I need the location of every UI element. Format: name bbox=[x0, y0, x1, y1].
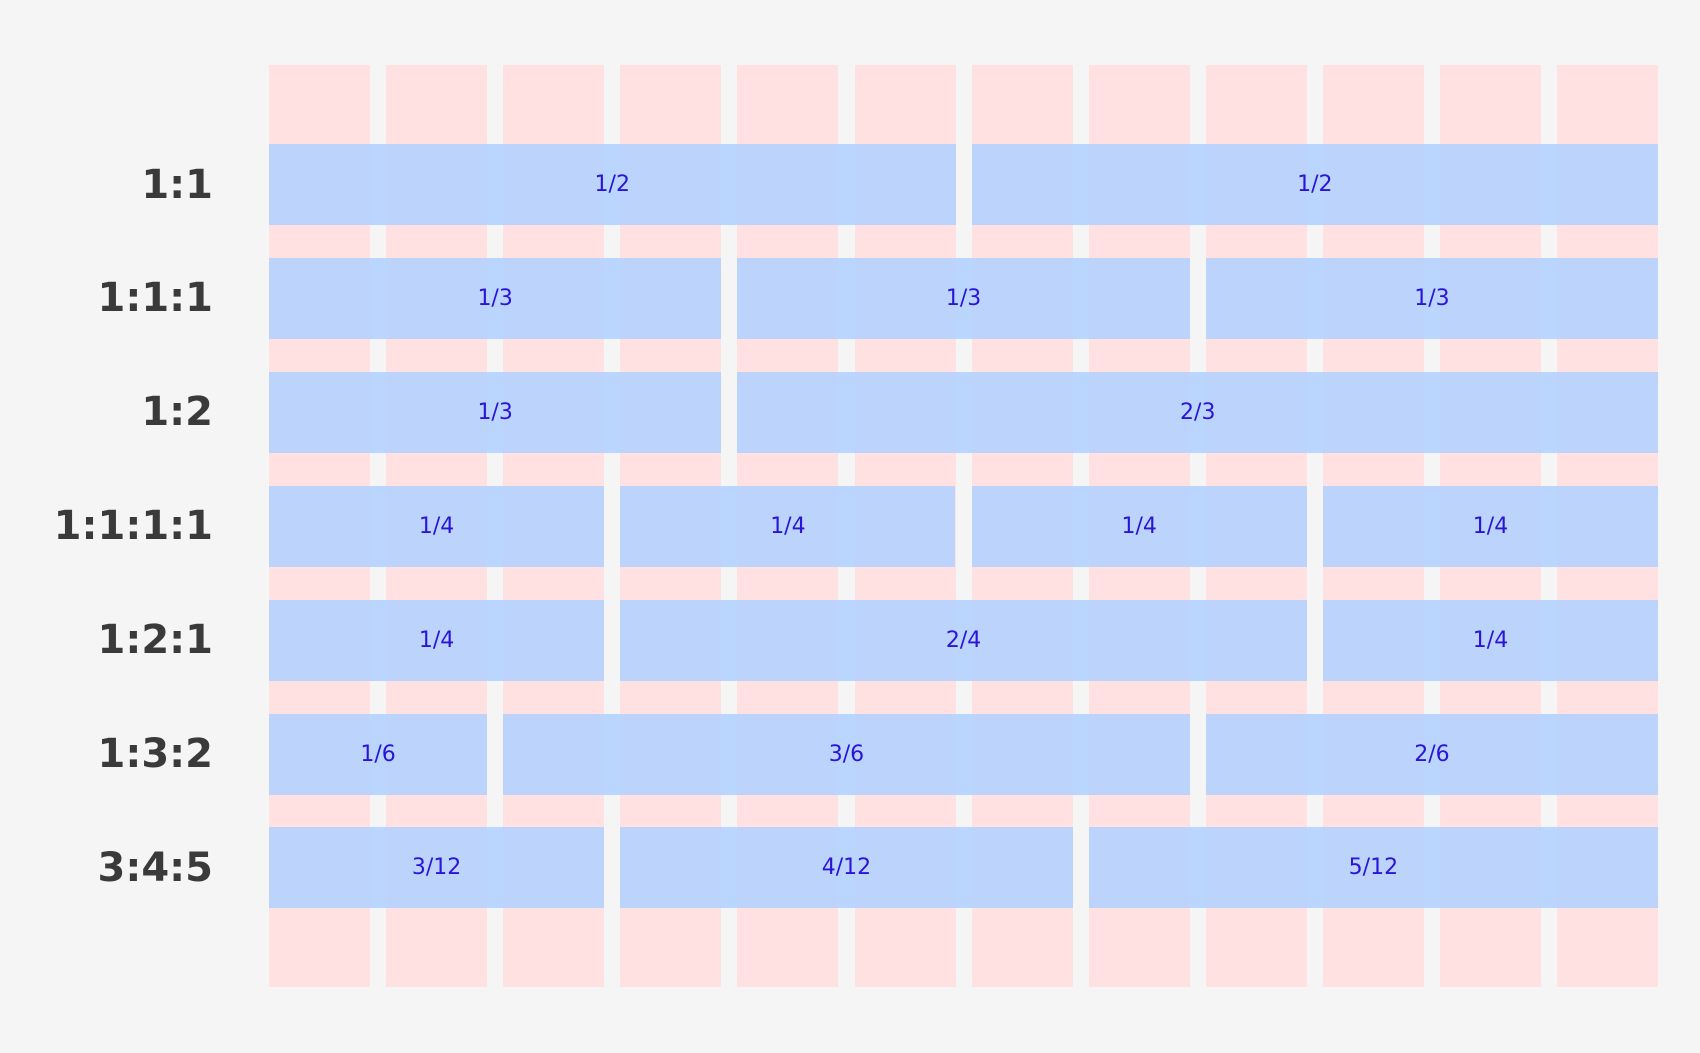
row-label: 1:1:1:1 bbox=[53, 503, 213, 550]
layout-block: 1/4 bbox=[1322, 599, 1659, 681]
row-label: 1:3:2 bbox=[97, 731, 214, 777]
layout-block: 1/3 bbox=[269, 371, 722, 453]
layout-block: 2/4 bbox=[620, 599, 1307, 681]
layout-block: 1/4 bbox=[1322, 485, 1659, 567]
layout-block: 3/6 bbox=[503, 713, 1190, 795]
row-label: 3:4:5 bbox=[97, 844, 214, 891]
layout-block: 1/3 bbox=[737, 257, 1190, 339]
layout-block: 2/3 bbox=[737, 371, 1659, 453]
row-label: 1:1:1 bbox=[97, 275, 214, 322]
layout-block: 5/12 bbox=[1088, 827, 1659, 909]
layout-block: 1/6 bbox=[269, 713, 488, 795]
layout-block: 3/12 bbox=[269, 827, 605, 909]
layout-block: 4/12 bbox=[620, 827, 1073, 909]
layout-block: 1/2 bbox=[269, 144, 956, 225]
layout-block: 1/4 bbox=[971, 485, 1307, 567]
layout-block: 1/4 bbox=[620, 485, 956, 567]
layout-block: 1/4 bbox=[269, 599, 605, 681]
row-label: 1:2:1 bbox=[97, 617, 214, 664]
layout-block: 1/2 bbox=[971, 144, 1659, 225]
row-label: 1:2 bbox=[141, 389, 213, 436]
layout-block: 1/4 bbox=[269, 485, 605, 567]
row-label: 1:1 bbox=[141, 161, 213, 208]
layout-block: 1/3 bbox=[1205, 257, 1659, 339]
layout-block: 1/3 bbox=[269, 257, 722, 339]
layout-block: 2/6 bbox=[1205, 713, 1659, 795]
